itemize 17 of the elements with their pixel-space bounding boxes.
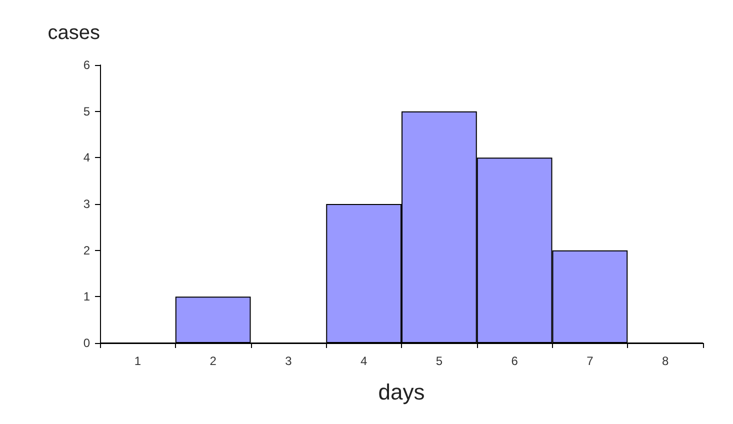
y-tick-label: 3 [83,197,90,211]
x-tick-label: 1 [134,354,142,368]
y-tick-label: 2 [83,243,90,258]
x-tick-label: 8 [662,354,669,368]
y-axis-title: cases [48,22,100,44]
x-tick-label: 7 [586,354,594,368]
y-tick-label: 6 [83,58,90,72]
x-tick-label: 4 [360,354,368,368]
x-tick-label: 3 [285,354,292,368]
y-tick-label: 0 [83,336,90,350]
x-tick-label: 5 [436,354,443,368]
y-tick-label: 1 [83,290,90,304]
y-tick-label: 5 [83,104,90,118]
x-tick-label: 2 [210,354,217,368]
y-tick-label: 4 [83,150,90,165]
x-axis-title: days [378,380,425,404]
x-tick-label: 6 [511,354,518,368]
